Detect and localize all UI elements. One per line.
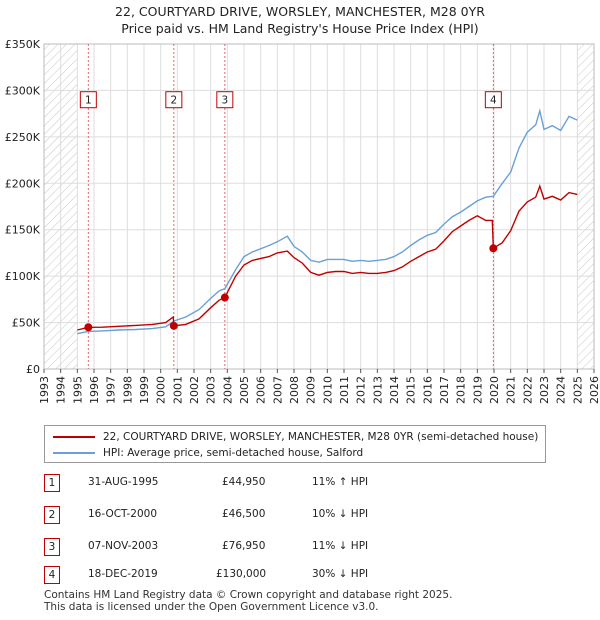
sale-label-box [165, 91, 183, 109]
sale-label-box [484, 91, 502, 109]
x-tick-label: 2002 [188, 376, 201, 404]
transaction-row: 3 07-NOV-2003 £76,950 11% ↓ HPI [44, 538, 564, 560]
y-tick-label: £50K [12, 317, 41, 330]
transaction-hpi-diff: 11% ↓ HPI [312, 540, 369, 552]
transaction-date: 07-NOV-2003 [88, 540, 159, 552]
x-tick-label: 2006 [255, 376, 268, 404]
y-tick-label: £200K [5, 177, 41, 190]
transaction-date: 18-DEC-2019 [88, 568, 158, 580]
transaction-row: 1 31-AUG-1995 £44,950 11% ↑ HPI [44, 474, 564, 496]
transaction-price: £130,000 [216, 568, 267, 580]
x-tick-label: 2009 [305, 376, 318, 404]
transaction-price: £76,950 [222, 540, 266, 552]
transaction-hpi-diff: 10% ↓ HPI [312, 508, 369, 520]
x-tick-label: 2005 [238, 376, 251, 404]
transaction-date: 31-AUG-1995 [88, 476, 159, 488]
x-tick-label: 1996 [88, 376, 101, 404]
legend-item-property: 22, COURTYARD DRIVE, WORSLEY, MANCHESTER… [53, 429, 538, 445]
legend-swatch-hpi [53, 452, 95, 454]
legend-label-hpi: HPI: Average price, semi-detached house,… [103, 447, 364, 459]
x-tick-label: 2025 [571, 376, 584, 404]
transaction-number-badge: 1 [44, 474, 60, 492]
transaction-row: 4 18-DEC-2019 £130,000 30% ↓ HPI [44, 566, 564, 588]
chart-title-line1: 22, COURTYARD DRIVE, WORSLEY, MANCHESTER… [115, 4, 485, 19]
sale-label-box [79, 91, 97, 109]
x-tick-label: 2000 [155, 376, 168, 404]
transaction-hpi-diff: 30% ↓ HPI [312, 568, 369, 580]
y-tick-label: £100K [5, 270, 41, 283]
footer-line-2: This data is licensed under the Open Gov… [44, 601, 379, 613]
x-tick-label: 2013 [371, 376, 384, 404]
transaction-number-badge: 2 [44, 506, 60, 524]
sale-label-text: 1 [85, 95, 92, 107]
footer-line-1: Contains HM Land Registry data © Crown c… [44, 589, 453, 601]
x-tick-label: 2003 [205, 376, 218, 404]
transaction-date: 16-OCT-2000 [88, 508, 157, 520]
legend-label-property: 22, COURTYARD DRIVE, WORSLEY, MANCHESTER… [103, 431, 539, 443]
transaction-row: 2 16-OCT-2000 £46,500 10% ↓ HPI [44, 506, 564, 528]
x-tick-label: 2019 [471, 376, 484, 404]
x-tick-label: 2004 [221, 376, 234, 404]
hpi-line [77, 108, 578, 335]
y-tick-label: £300K [5, 84, 41, 97]
x-tick-label: 2010 [321, 376, 334, 404]
x-tick-label: 2016 [421, 376, 434, 404]
plot-border [43, 43, 595, 370]
x-tick-label: 2026 [588, 376, 600, 404]
y-tick-label: £150K [5, 224, 41, 237]
sale-point [169, 321, 178, 330]
x-tick-label: 1998 [121, 376, 134, 404]
x-tick-label: 2017 [438, 376, 451, 404]
sale-label-text: 3 [221, 95, 228, 107]
x-tick-label: 2015 [405, 376, 418, 404]
x-tick-label: 2007 [271, 376, 284, 404]
x-tick-label: 1994 [55, 376, 68, 404]
footer-attribution: Contains HM Land Registry data © Crown c… [44, 589, 452, 613]
x-tick-label: 1997 [105, 376, 118, 404]
y-tick-label: £350K [5, 38, 41, 51]
sale-label-text: 2 [170, 95, 177, 107]
x-tick-label: 1993 [38, 376, 51, 404]
price-chart: 1 2 3 4 £0 £50K £100K £150K £200K £250K £300K £350K… [5, 38, 600, 404]
x-tick-label: 1999 [138, 376, 151, 404]
hatched-region [577, 44, 594, 369]
sale-label-box [216, 91, 234, 109]
x-tick-label: 2011 [338, 376, 351, 404]
legend-swatch-property [53, 436, 95, 438]
x-tick-label: 1995 [71, 376, 84, 404]
chart-title-line2: Price paid vs. HM Land Registry's House … [121, 21, 479, 36]
sale-point [220, 293, 229, 302]
sale-point [489, 244, 498, 253]
property-price-line [77, 183, 578, 331]
legend-item-hpi: HPI: Average price, semi-detached house,… [53, 445, 363, 461]
y-tick-label: £0 [26, 363, 40, 376]
x-tick-label: 2020 [488, 376, 501, 404]
y-tick-label: £250K [5, 131, 41, 144]
transaction-price: £46,500 [222, 508, 266, 520]
x-tick-label: 2022 [521, 376, 534, 404]
transaction-hpi-diff: 11% ↑ HPI [312, 476, 369, 488]
x-tick-label: 2008 [288, 376, 301, 404]
transaction-price: £44,950 [222, 476, 266, 488]
x-tick-label: 2021 [505, 376, 518, 404]
sale-label-text: 4 [490, 95, 497, 107]
x-tick-label: 2018 [455, 376, 468, 404]
plot-area [44, 44, 594, 369]
x-tick-label: 2024 [555, 376, 568, 404]
x-tick-label: 2014 [388, 376, 401, 404]
transaction-number-badge: 4 [44, 566, 60, 584]
sale-point [84, 323, 93, 332]
x-tick-label: 2012 [355, 376, 368, 404]
x-tick-label: 2023 [538, 376, 551, 404]
chart-legend: 22, COURTYARD DRIVE, WORSLEY, MANCHESTER… [44, 425, 546, 463]
transaction-number-badge: 3 [44, 538, 60, 556]
x-tick-label: 2001 [171, 376, 184, 404]
